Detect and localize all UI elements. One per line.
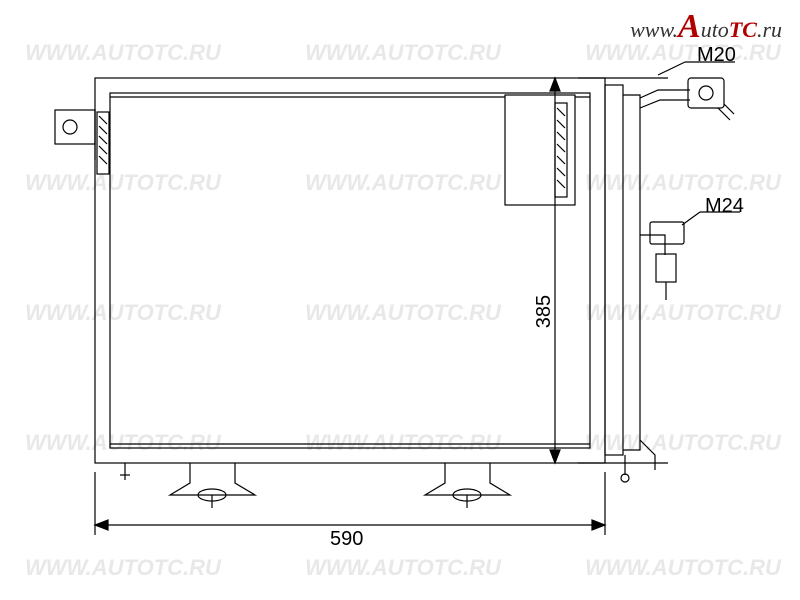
dim-height-label: 385 <box>533 295 556 328</box>
radiator-drawing <box>0 0 800 600</box>
dim-width <box>95 472 605 535</box>
right-manifold <box>605 78 734 482</box>
bottom-foot-left <box>170 463 255 508</box>
dim-width-label: 590 <box>330 528 363 551</box>
bottom-foot-right <box>425 463 510 508</box>
drawing-canvas: WWW.AUTOTC.RU WWW.AUTOTC.RU WWW.AUTOTC.R… <box>0 0 800 600</box>
left-bracket <box>55 110 109 174</box>
port-mid-label: M24 <box>705 195 744 218</box>
port-top-label: M20 <box>697 44 736 67</box>
right-inner-plate <box>505 95 575 205</box>
